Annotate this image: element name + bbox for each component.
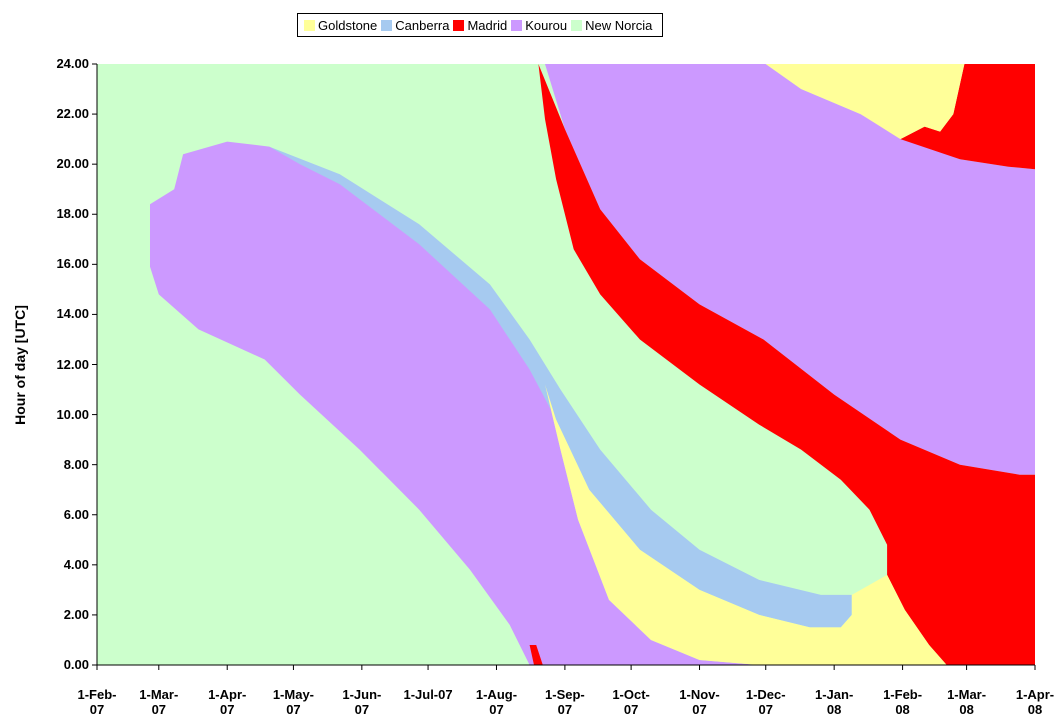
legend-swatch [381, 19, 393, 31]
region [900, 64, 1035, 170]
x-tick-label: 1-Jan-08 [815, 687, 854, 717]
y-tick-label: 2.00 [63, 606, 89, 622]
x-tick-label: 1-Apr-07 [208, 687, 247, 717]
legend-swatch [571, 19, 583, 31]
x-tick-label: 1-Aug-07 [475, 687, 518, 717]
x-tick-label: 1-Oct-07 [612, 687, 650, 717]
legend-label: New Norcia [585, 17, 653, 33]
legend-swatch [511, 19, 523, 31]
region [150, 141, 760, 666]
x-tick-label: 1-Mar-08 [947, 687, 987, 717]
y-axis-label: Hour of day [UTC] [12, 305, 28, 425]
legend-item: Kourou [511, 18, 567, 33]
legend: Goldstone Canberra Madrid Kourou New Norcia [297, 13, 664, 37]
x-tick-label: 1-Apr-08 [1015, 687, 1055, 717]
legend-item: Goldstone [304, 18, 377, 33]
x-tick-label: 1-Dec-07 [745, 687, 786, 717]
x-tick-label: 1-May-07 [272, 687, 315, 717]
y-tick-label: 22.00 [56, 106, 89, 122]
y-tick-label: 6.00 [63, 506, 89, 522]
legend-item: Madrid [453, 18, 507, 33]
region [529, 645, 543, 665]
y-tick-label: 8.00 [63, 456, 89, 472]
y-tick-label: 4.00 [63, 556, 89, 572]
x-tick-label: 1-Nov-07 [679, 687, 720, 717]
legend-item: New Norcia [571, 18, 652, 33]
region [538, 64, 1035, 665]
x-tick-label: 1-Jul-07 [403, 687, 453, 702]
y-tick-label: 16.00 [56, 256, 89, 272]
region [765, 64, 965, 140]
y-tick-label: 24.00 [56, 56, 89, 71]
legend-swatch [453, 19, 465, 31]
x-tick-label: 1-Mar-07 [139, 687, 179, 717]
legend-label: Canberra [395, 17, 450, 33]
y-tick-label: 12.00 [56, 356, 89, 372]
x-tick-label: 1-Feb-08 [883, 687, 923, 717]
y-tick-label: 10.00 [56, 406, 89, 422]
region [545, 384, 947, 665]
legend-label: Goldstone [318, 17, 378, 33]
y-tick-label: 18.00 [56, 206, 89, 222]
y-tick-label: 20.00 [56, 156, 89, 172]
y-tick-label: 0.00 [63, 657, 89, 672]
legend-item: Canberra [381, 18, 449, 33]
x-tick-label: 1-Sep-07 [545, 687, 585, 717]
region [545, 64, 1035, 475]
x-tick-label: 1-Feb-07 [77, 687, 117, 717]
legend-label: Kourou [525, 17, 568, 33]
x-tick-label: 1-Jun-07 [342, 687, 382, 717]
y-tick-label: 14.00 [56, 306, 89, 322]
legend-label: Madrid [467, 17, 508, 33]
legend-swatch [304, 19, 315, 31]
